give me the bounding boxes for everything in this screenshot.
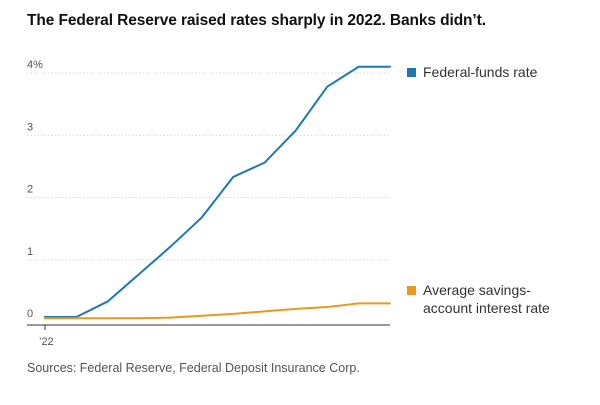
legend-swatch-savings [407,286,416,295]
y-tick-label-4: 4% [27,59,43,71]
x-tick-label-22: ’22 [39,336,54,348]
legend-label-fed-funds: Federal-funds rate [423,64,538,80]
y-tick-label-1: 1 [27,246,33,258]
gridlines [27,72,390,261]
legend-label-savings-line1: Average savings- [423,282,531,298]
y-tick-label-0: 0 [27,308,33,320]
y-tick-label-2: 2 [27,184,33,196]
legend-label-savings-line2: account interest rate [423,300,550,316]
y-tick-labels: 0 1 2 3 4% [27,59,43,320]
legend: Federal-funds rate Average savings- acco… [407,64,550,316]
series-lines [44,65,391,320]
legend-swatch-fed-funds [407,68,416,77]
y-tick-label-3: 3 [27,121,33,133]
x-axis: ’22 [27,324,390,348]
savings-rate-line [44,302,391,320]
chart-title: The Federal Reserve raised rates sharply… [27,12,486,29]
source-note: Sources: Federal Reserve, Federal Deposi… [27,361,360,375]
fed-funds-line [44,65,391,319]
